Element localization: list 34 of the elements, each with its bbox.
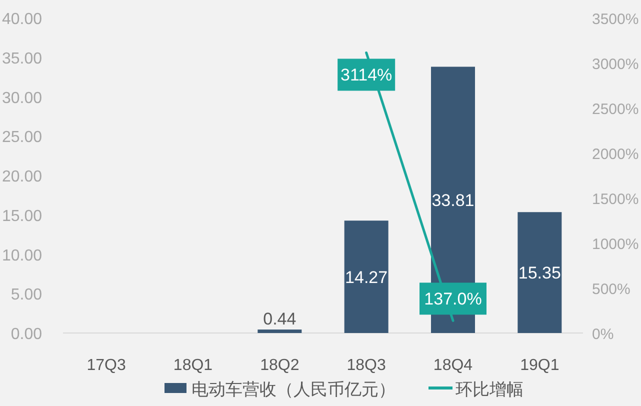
y-tick-label: 0.00	[10, 326, 42, 343]
x-tick-label: 18Q3	[346, 357, 386, 374]
y2-tick-label: 2500%	[592, 101, 639, 118]
x-tick-label: 19Q1	[520, 357, 560, 374]
x-tick-label: 18Q2	[260, 357, 300, 374]
legend-label: 环比增幅	[456, 380, 524, 399]
data-label: 15.35	[518, 264, 561, 283]
y-tick-label: 10.00	[2, 247, 42, 264]
x-tick-label: 17Q3	[86, 357, 126, 374]
y-tick-label: 20.00	[2, 168, 42, 186]
y2-tick-label: 1500%	[592, 191, 639, 208]
y2-tick-label: 0%	[592, 326, 614, 343]
y-tick-label: 5.00	[10, 286, 42, 304]
y2-tick-label: 3500%	[592, 11, 639, 28]
y-tick-label: 25.00	[2, 129, 42, 146]
legend-label: 电动车营收（人民币亿元）	[192, 380, 396, 399]
data-label: 14.27	[345, 268, 388, 287]
y2-tick-label: 3000%	[592, 56, 639, 73]
x-tick-label: 18Q4	[433, 357, 473, 374]
y2-tick-label: 1000%	[592, 236, 639, 253]
y-tick-label: 30.00	[2, 90, 42, 107]
bar	[258, 330, 302, 333]
bar	[518, 212, 562, 333]
x-tick-label: 18Q1	[173, 357, 213, 374]
bar	[344, 220, 388, 333]
data-label: 3114%	[340, 66, 392, 85]
y2-tick-label: 2000%	[592, 146, 639, 163]
data-label: 137.0%	[424, 290, 482, 309]
data-label: 0.44	[263, 310, 296, 329]
y-tick-label: 15.00	[2, 208, 42, 225]
y-tick-label: 35.00	[2, 50, 42, 68]
y-tick-label: 40.00	[2, 11, 42, 28]
data-label: 33.81	[432, 190, 474, 210]
y2-tick-label: 500%	[592, 281, 630, 298]
